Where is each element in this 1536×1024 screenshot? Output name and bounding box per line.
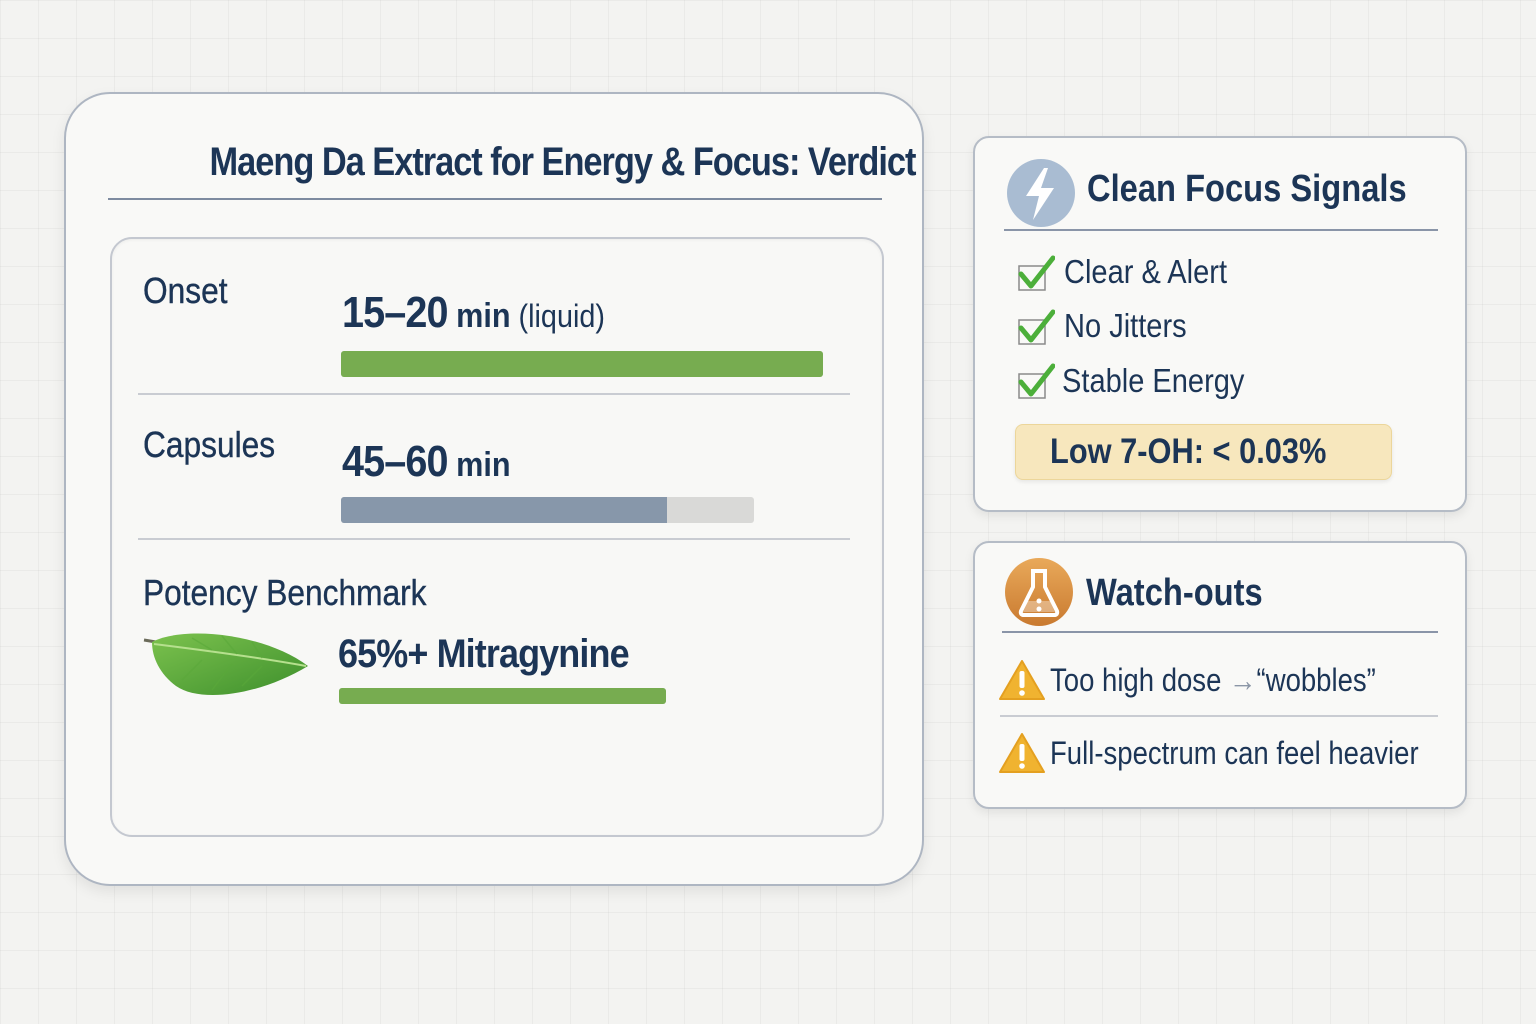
capsules-bar-fill — [341, 497, 668, 523]
capsules-value: 45–60 min — [342, 437, 511, 486]
checkmark-icon — [1018, 255, 1055, 291]
focus-item: Clear & Alert — [1064, 253, 1228, 290]
7oh-badge: Low 7-OH: < 0.03% — [1015, 424, 1392, 480]
onset-bar — [341, 351, 823, 377]
verdict-title: Maeng Da Extract for Energy & Focus: Ver… — [209, 140, 917, 184]
watch-item: Full-spectrum can feel heavier — [1050, 735, 1419, 771]
warning-icon — [999, 733, 1045, 773]
potency-value: 65%+ Mitragynine — [338, 632, 630, 676]
metrics-panel — [110, 237, 884, 837]
onset-bar-fill — [341, 351, 823, 377]
watch-outs-title: Watch-outs — [1086, 572, 1263, 614]
lightning-bolt-icon — [1007, 159, 1075, 227]
watch-divider — [1002, 631, 1438, 633]
potency-bar-fill — [339, 688, 666, 704]
capsules-bar — [341, 497, 754, 523]
focus-signals-title: Clean Focus Signals — [1087, 168, 1407, 210]
capsules-label: Capsules — [143, 424, 276, 465]
title-divider — [108, 198, 882, 200]
potency-bar — [339, 688, 666, 704]
watch-divider — [1000, 715, 1438, 717]
focus-divider — [1004, 229, 1438, 231]
potency-label: Potency Benchmark — [143, 572, 427, 613]
row-divider — [138, 393, 850, 395]
arrow-right-icon: → — [1229, 662, 1257, 698]
row-divider — [138, 538, 850, 540]
warning-icon — [999, 660, 1045, 700]
leaf-icon — [143, 633, 308, 696]
onset-value: 15–20 min (liquid) — [342, 288, 605, 337]
checkmark-icon — [1018, 363, 1055, 399]
watch-item: Too high dose →“wobbles” — [1050, 662, 1376, 698]
checkmark-icon — [1018, 309, 1055, 345]
flask-icon — [1005, 558, 1073, 626]
focus-item: Stable Energy — [1062, 362, 1245, 399]
focus-item: No Jitters — [1064, 307, 1187, 344]
onset-label: Onset — [143, 270, 228, 311]
